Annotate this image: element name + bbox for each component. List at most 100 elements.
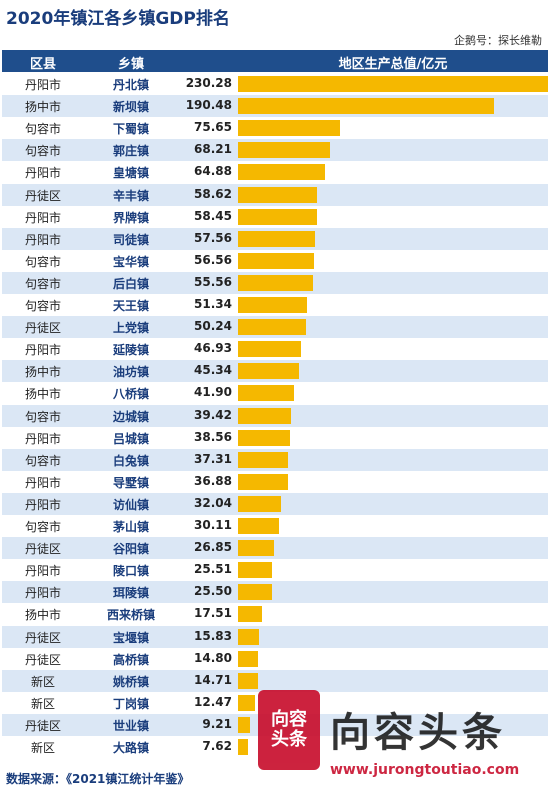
town-label: 下蜀镇 — [112, 122, 149, 137]
county-label: 丹阳市 — [24, 166, 61, 181]
table-row: 新区 姚桥镇 14.71 — [2, 669, 548, 692]
town-label: 访仙镇 — [112, 497, 149, 512]
value-label: 25.51 — [194, 562, 232, 577]
gdp-bar — [238, 385, 295, 402]
gdp-bar — [238, 694, 255, 711]
gdp-bar — [238, 341, 302, 358]
value-label: 12.47 — [194, 694, 232, 709]
town-label: 姚桥镇 — [112, 674, 149, 689]
town-label: 世业镇 — [112, 718, 149, 733]
gdp-bar — [238, 319, 306, 336]
table-header: 区县 乡镇 地区生产总值/亿元 — [2, 50, 548, 72]
table-row: 丹阳市 陵口镇 25.51 — [2, 559, 548, 581]
value-label: 25.50 — [194, 584, 232, 599]
value-label: 58.62 — [194, 186, 232, 201]
town-label: 高桥镇 — [112, 652, 149, 667]
table-row: 丹阳市 访仙镇 32.04 — [2, 492, 548, 515]
gdp-bar — [238, 584, 273, 601]
gdp-bar — [238, 451, 289, 468]
table-row: 丹徒区 辛丰镇 58.62 — [2, 183, 548, 206]
gdp-bar — [238, 672, 258, 689]
county-label: 丹阳市 — [24, 497, 61, 512]
town-label: 八桥镇 — [112, 387, 149, 402]
value-label: 36.88 — [194, 473, 232, 488]
county-label: 句容市 — [24, 409, 61, 424]
county-label: 丹阳市 — [24, 343, 61, 358]
gdp-bar — [238, 716, 251, 733]
value-label: 14.80 — [194, 650, 232, 665]
value-label: 50.24 — [194, 319, 232, 334]
town-label: 油坊镇 — [112, 365, 149, 380]
county-label: 句容市 — [24, 520, 61, 534]
value-label: 26.85 — [194, 540, 232, 555]
value-label: 37.31 — [194, 451, 232, 466]
gdp-bar — [238, 363, 300, 380]
town-label: 宝堰镇 — [112, 630, 149, 645]
table-row: 丹徒区 上党镇 50.24 — [2, 316, 548, 339]
table-row: 丹阳市 珥陵镇 25.50 — [2, 581, 548, 604]
town-label: 郭庄镇 — [112, 144, 149, 159]
table-row: 丹徒区 高桥镇 14.80 — [2, 648, 548, 670]
gdp-bar — [238, 186, 317, 203]
watermark-seal-logo: 向容 头条 — [258, 690, 320, 770]
county-label: 丹徒区 — [24, 542, 61, 557]
county-label: 丹徒区 — [24, 652, 61, 667]
value-label: 32.04 — [194, 495, 232, 510]
county-label: 句容市 — [24, 453, 61, 468]
table-row: 丹阳市 皇塘镇 64.88 — [2, 161, 548, 183]
data-source: 数据来源：《2021镇江统计年鉴》 — [6, 772, 190, 786]
town-label: 后白镇 — [112, 276, 149, 291]
county-label: 扬中市 — [24, 387, 61, 402]
gdp-bar — [238, 208, 317, 225]
watermark-url: www.jurongtoutiao.com — [330, 762, 520, 778]
town-label: 陵口镇 — [112, 564, 149, 579]
value-label: 51.34 — [194, 297, 232, 311]
table-row: 丹阳市 界牌镇 58.45 — [2, 206, 548, 228]
table-row: 丹徒区 宝堰镇 15.83 — [2, 625, 548, 648]
table-row: 丹阳市 吕城镇 38.56 — [2, 427, 548, 449]
watermark-brand-logo: 向容头条 — [330, 709, 506, 756]
value-label: 56.56 — [194, 252, 232, 267]
value-label: 39.42 — [194, 407, 232, 422]
gdp-bar — [238, 98, 495, 115]
table-row: 句容市 边城镇 39.42 — [2, 404, 548, 427]
town-label: 宝华镇 — [112, 254, 149, 269]
table-row: 句容市 茅山镇 30.11 — [2, 515, 548, 537]
town-label: 珥陵镇 — [112, 586, 149, 601]
value-label: 230.28 — [185, 76, 232, 90]
county-label: 扬中市 — [24, 608, 61, 623]
table-row: 新区 丁岗镇 12.47 — [2, 692, 548, 714]
table-row: 句容市 郭庄镇 68.21 — [2, 139, 548, 162]
town-label: 大路镇 — [112, 741, 149, 755]
county-label: 句容市 — [24, 276, 61, 291]
table-row: 扬中市 新坝镇 190.48 — [2, 95, 548, 118]
table-row: 丹阳市 司徒镇 57.56 — [2, 227, 548, 250]
value-label: 68.21 — [194, 142, 232, 157]
gdp-bar — [238, 407, 292, 424]
value-label: 14.71 — [194, 672, 232, 687]
county-label: 丹阳市 — [24, 586, 61, 601]
county-label: 丹阳市 — [24, 431, 61, 446]
value-label: 55.56 — [194, 274, 232, 289]
table-row: 句容市 下蜀镇 75.65 — [2, 117, 548, 139]
gdp-bar — [238, 230, 316, 247]
county-label: 扬中市 — [24, 100, 61, 115]
town-label: 丹北镇 — [112, 78, 149, 92]
value-label: 41.90 — [194, 385, 232, 400]
gdp-bar — [238, 562, 273, 579]
county-label: 丹徒区 — [24, 718, 61, 733]
gdp-bar — [238, 473, 288, 490]
table-row: 丹阳市 导墅镇 36.88 — [2, 471, 548, 493]
value-label: 15.83 — [194, 628, 232, 643]
county-label: 丹徒区 — [24, 630, 61, 645]
value-label: 17.51 — [194, 606, 232, 621]
value-label: 9.21 — [202, 716, 232, 731]
gdp-bar — [238, 120, 340, 137]
value-label: 58.45 — [194, 208, 232, 223]
town-label: 界牌镇 — [112, 210, 149, 225]
gdp-bar — [238, 297, 308, 313]
gdp-bar — [238, 142, 330, 159]
value-label: 30.11 — [194, 518, 232, 532]
header-value: 地区生产总值/亿元 — [338, 57, 448, 72]
county-label: 丹阳市 — [24, 564, 61, 579]
